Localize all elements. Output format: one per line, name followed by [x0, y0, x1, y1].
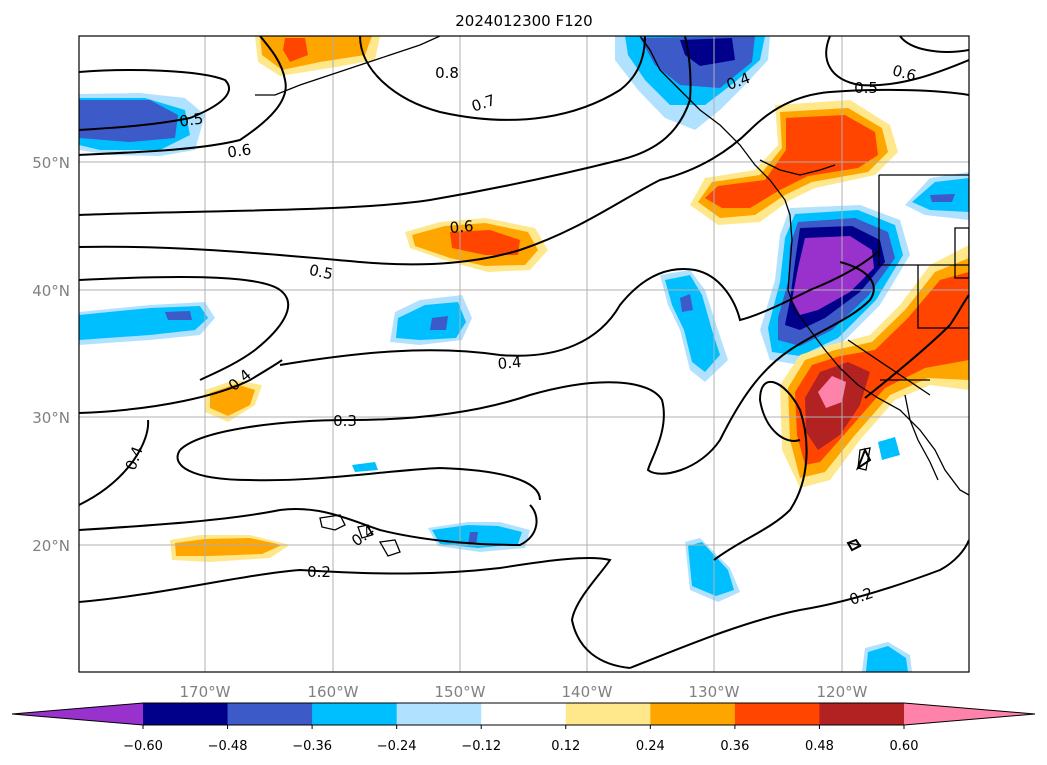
- positive-anomaly-small-areas: [170, 380, 290, 562]
- x-tick-label: 160°W: [308, 683, 359, 701]
- colorbar-segment: [227, 703, 313, 725]
- colorbar-segment: [312, 703, 398, 725]
- contour-label: 0.2: [307, 563, 331, 581]
- positive-anomaly-alaska: [255, 36, 380, 76]
- negative-anomaly-small-areas: [79, 172, 969, 672]
- positive-anomaly-central-pacific: [405, 218, 548, 272]
- contour-lines: [79, 36, 969, 669]
- map-title: 2024012300 F120: [455, 12, 592, 30]
- contour-label: 0.5: [178, 109, 204, 130]
- y-tick-label: 20°N: [32, 537, 70, 555]
- negative-anomaly-northwest: [79, 93, 205, 156]
- filled-anomalies: [79, 36, 969, 672]
- colorbar-tick-label: 0.48: [805, 739, 834, 754]
- colorbar: −0.60 −0.48 −0.36 −0.24 −0.12 0.12 0.24 0.36 0.4…: [11, 702, 1036, 754]
- colorbar-extend-min: [12, 703, 143, 725]
- y-tick-label: 50°N: [32, 154, 70, 172]
- colorbar-segment: [819, 703, 905, 725]
- negative-anomaly-gulf-alaska: [615, 36, 770, 130]
- x-tick-label: 140°W: [562, 683, 613, 701]
- x-tick-label: 130°W: [689, 683, 740, 701]
- colorbar-segment: [396, 703, 482, 725]
- colorbar-tick-label: −0.60: [123, 739, 163, 754]
- colorbar-tick-label: 0.12: [551, 739, 580, 754]
- colorbar-tick-label: 0.60: [890, 739, 919, 754]
- contour-label: 0.4: [497, 353, 522, 373]
- colorbar-tick-label: −0.36: [292, 739, 332, 754]
- x-tick-label: 150°W: [435, 683, 486, 701]
- colorbar-tick-label: −0.48: [208, 739, 248, 754]
- colorbar-segment: [565, 703, 651, 725]
- colorbar-segment: [650, 703, 736, 725]
- y-tick-label: 30°N: [32, 409, 70, 427]
- colorbar-segment: [143, 703, 229, 725]
- colorbar-segment: [481, 703, 567, 725]
- contour-label: 0.5: [307, 261, 334, 284]
- colorbar-tick-label: −0.24: [377, 739, 417, 754]
- latitude-labels: 50°N 40°N 30°N 20°N: [32, 154, 70, 555]
- contour-label: 0.8: [435, 64, 459, 82]
- colorbar-tick-label: −0.12: [461, 739, 501, 754]
- contour-label: 0.6: [226, 140, 252, 161]
- colorbar-segment: [734, 703, 820, 725]
- longitude-labels: 170°W 160°W 150°W 140°W 130°W 120°W: [180, 683, 868, 701]
- y-tick-label: 40°N: [32, 282, 70, 300]
- contour-label: 0.6: [890, 61, 918, 85]
- contour-label: 0.5: [854, 79, 878, 97]
- contour-label: 0.6: [449, 217, 474, 237]
- graticule: [79, 36, 969, 672]
- colorbar-tick-label: 0.24: [636, 739, 665, 754]
- colorbar-tick-label: 0.36: [720, 739, 749, 754]
- colorbar-extend-max: [904, 703, 1035, 725]
- map-panel: 0.8 0.7 0.4 0.6 0.5 0.5 0.6 0.6 0.5 0.4 …: [79, 36, 969, 672]
- x-tick-label: 120°W: [817, 683, 868, 701]
- x-tick-label: 170°W: [180, 683, 231, 701]
- map-frame: [78, 35, 970, 673]
- contour-label: 0.3: [333, 412, 357, 430]
